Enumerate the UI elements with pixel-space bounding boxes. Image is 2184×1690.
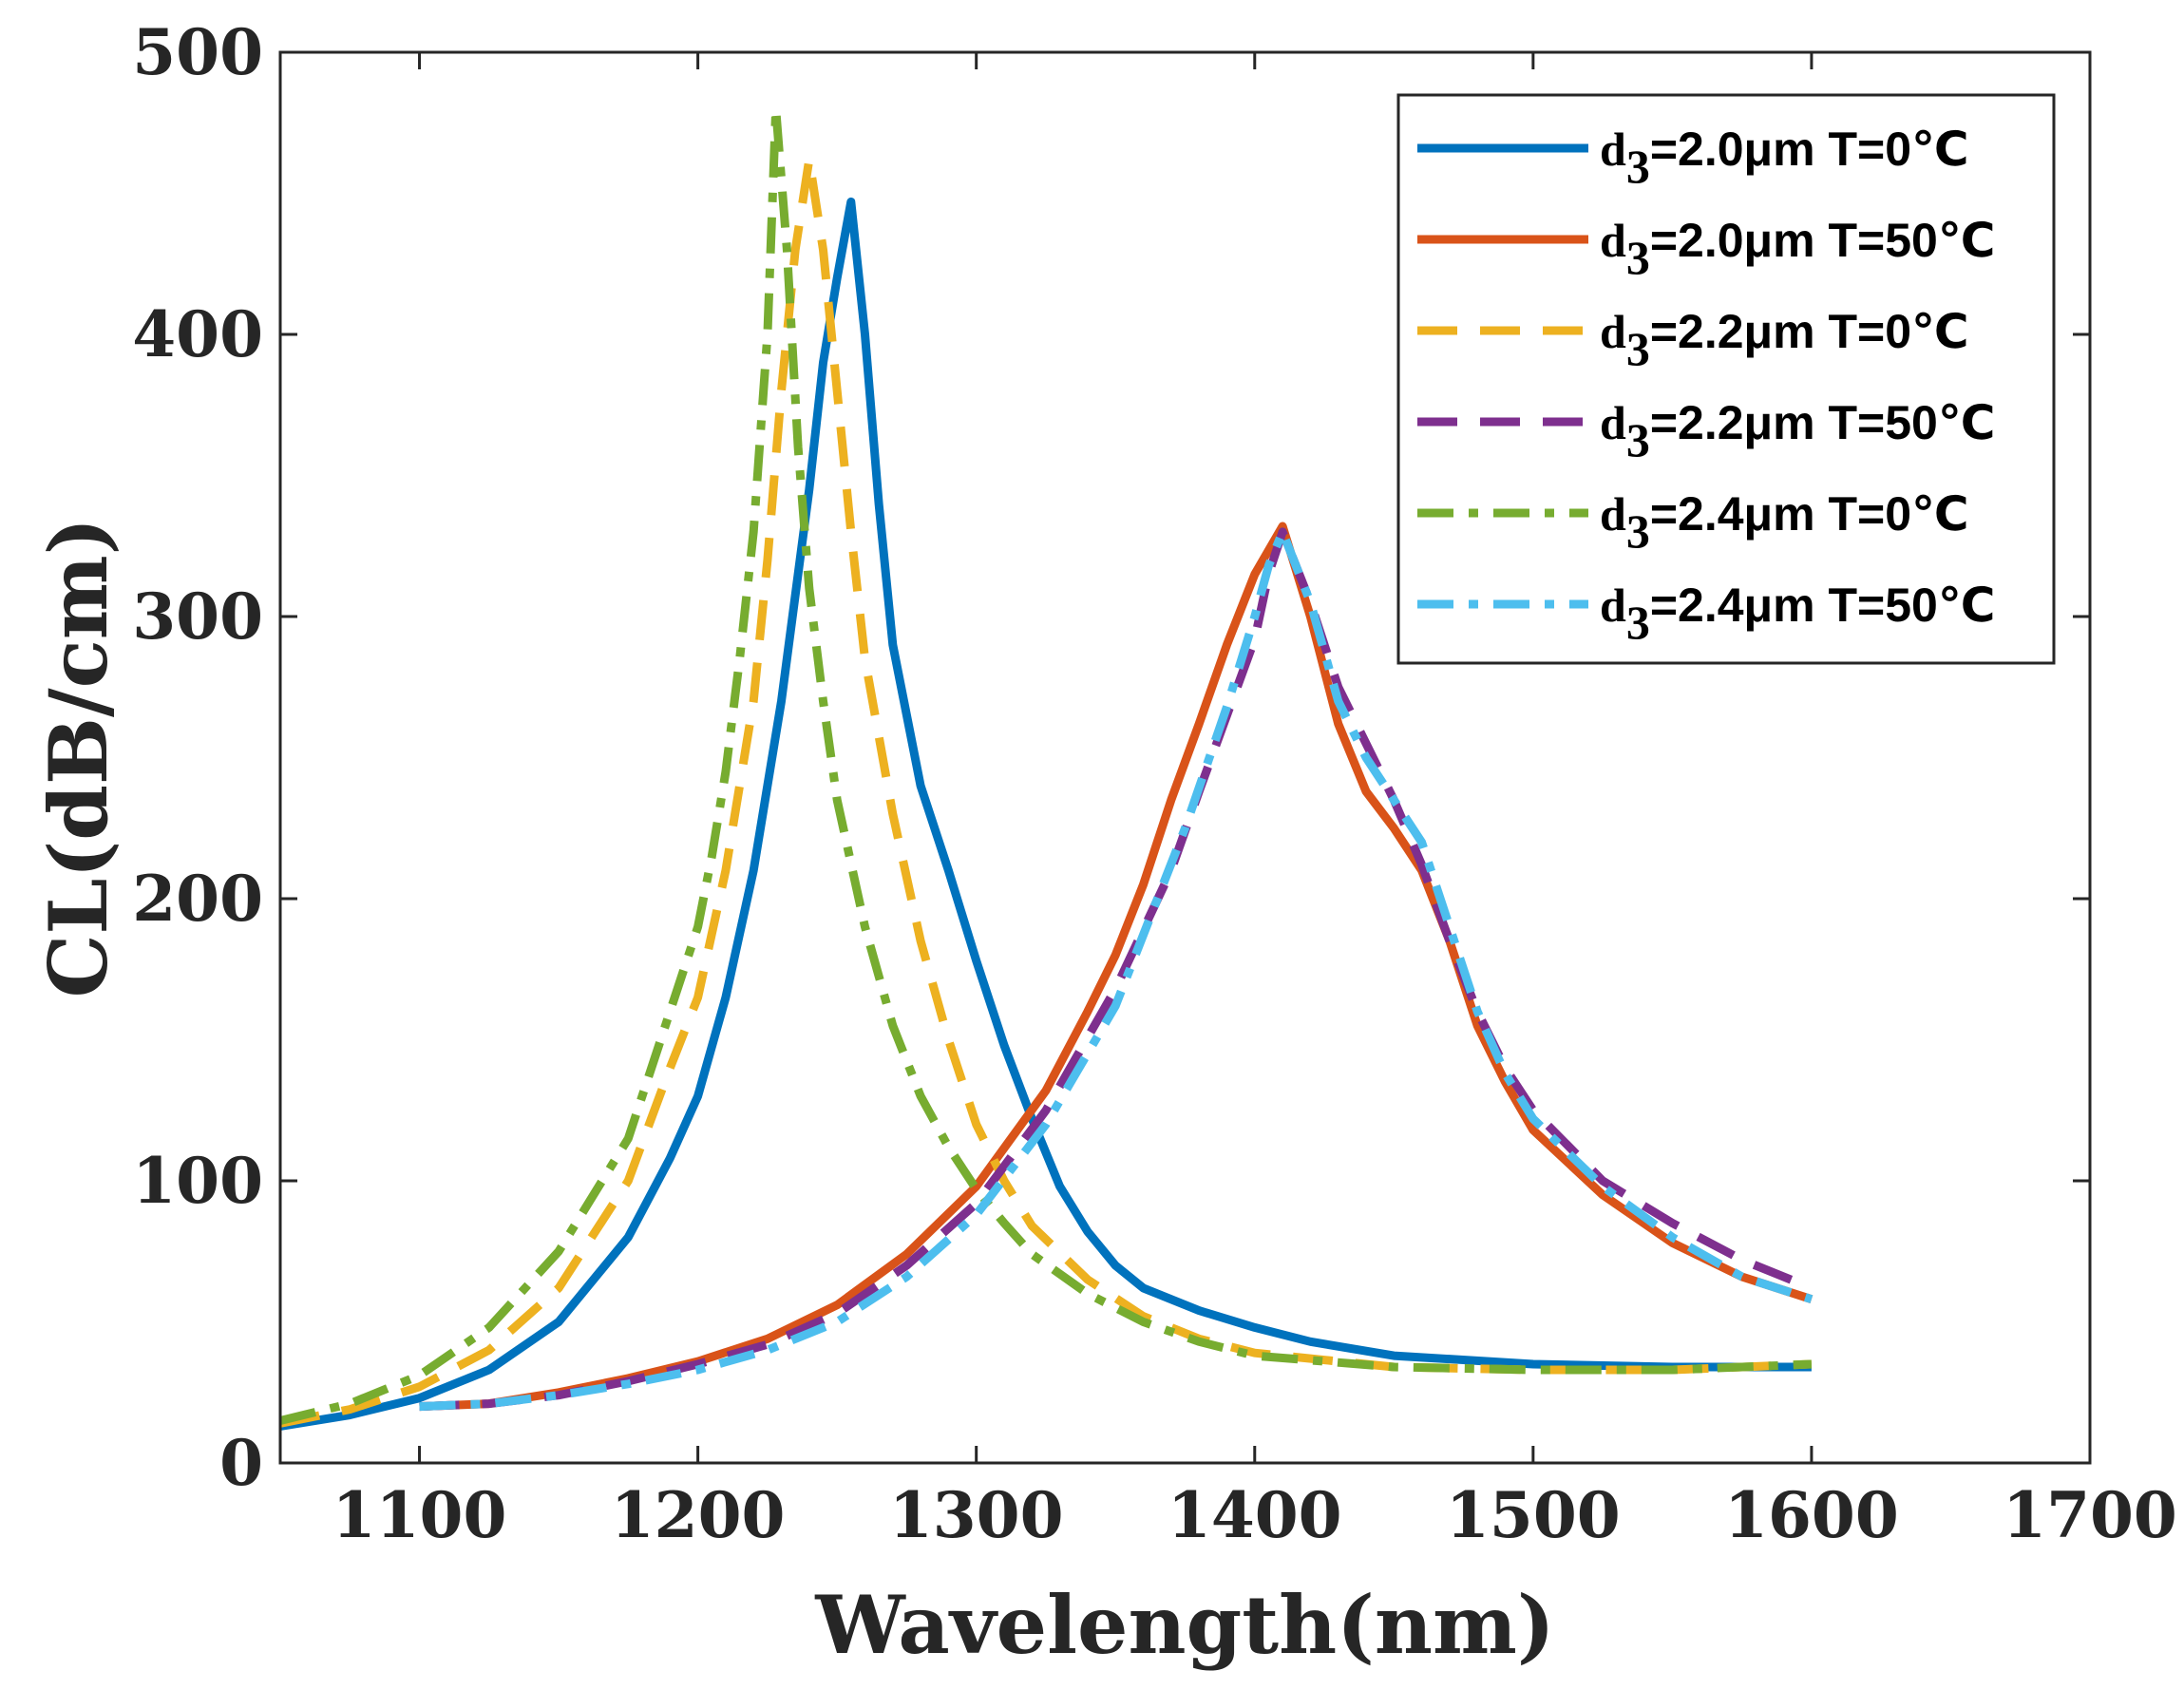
legend-label-rest: =2.4μm T=0℃ [1650,487,1969,541]
legend-label-2: d3=2.0μm T=50℃ [1600,214,1995,284]
legend-label-subscript: 3 [1626,140,1650,193]
plot-frame [278,50,2092,1465]
legend-label-main: d [1600,214,1626,267]
legend-label-rest: =2.2μm T=50℃ [1650,396,1996,449]
legend-label-rest: =2.4μm T=50℃ [1650,579,1996,632]
legend-label-subscript: 3 [1626,504,1650,558]
legend: d3=2.0μm T=0℃d3=2.0μm T=50℃d3=2.2μm T=0℃… [1396,93,2056,665]
legend-label-subscript: 3 [1626,413,1650,466]
series-line-1 [280,197,1812,1431]
legend-label-main: d [1600,396,1626,449]
legend-label-main: d [1600,579,1626,632]
legend-label-subscript: 3 [1626,596,1650,649]
legend-label-5: d3=2.4μm T=0℃ [1600,487,1969,558]
legend-label-6: d3=2.4μm T=50℃ [1600,579,1995,649]
x-tick-label: 1200 [611,1478,786,1552]
y-tick-label: 400 [132,297,263,371]
y-axis-title: CL(dB/cm) [31,518,125,998]
y-tick-label: 200 [132,862,263,936]
legend-label-main: d [1600,487,1626,541]
legend-box [1396,93,2056,665]
x-tick-label: 1500 [1446,1478,1621,1552]
x-tick-label: 1100 [332,1478,507,1552]
x-tick-label: 1400 [1168,1478,1342,1552]
x-tick-label: 1700 [2003,1478,2177,1552]
legend-label-rest: =2.0μm T=50℃ [1650,214,1996,267]
series-line-4 [419,527,1814,1412]
legend-label-main: d [1600,305,1626,358]
x-tick-label: 1300 [889,1478,1064,1552]
series-line-2 [419,522,1814,1412]
y-tick-label: 300 [132,579,263,654]
legend-label-subscript: 3 [1626,322,1650,375]
legend-label-rest: =2.2μm T=0℃ [1650,305,1969,358]
legend-label-1: d3=2.0μm T=0℃ [1600,123,1969,193]
y-tick-label: 100 [132,1144,263,1218]
y-tick-label: 0 [219,1426,263,1500]
legend-label-subscript: 3 [1626,231,1650,284]
x-tick-label: 1600 [1724,1478,1899,1552]
y-tick-label: 500 [132,15,263,89]
legend-label-4: d3=2.2μm T=50℃ [1600,396,1995,466]
series-line-6 [419,527,1814,1412]
legend-label-3: d3=2.2μm T=0℃ [1600,305,1969,375]
series-line-5 [280,104,1813,1425]
x-axis-title: Wavelength(nm) [814,1578,1554,1672]
series-layer [280,104,1814,1431]
ticks-layer: 1100 1200 1300 1400 1500 1600 1700 0 100 200 300 40… [132,15,2177,1552]
legend-label-rest: =2.0μm T=0℃ [1650,123,1969,176]
legend-label-main: d [1600,123,1626,176]
